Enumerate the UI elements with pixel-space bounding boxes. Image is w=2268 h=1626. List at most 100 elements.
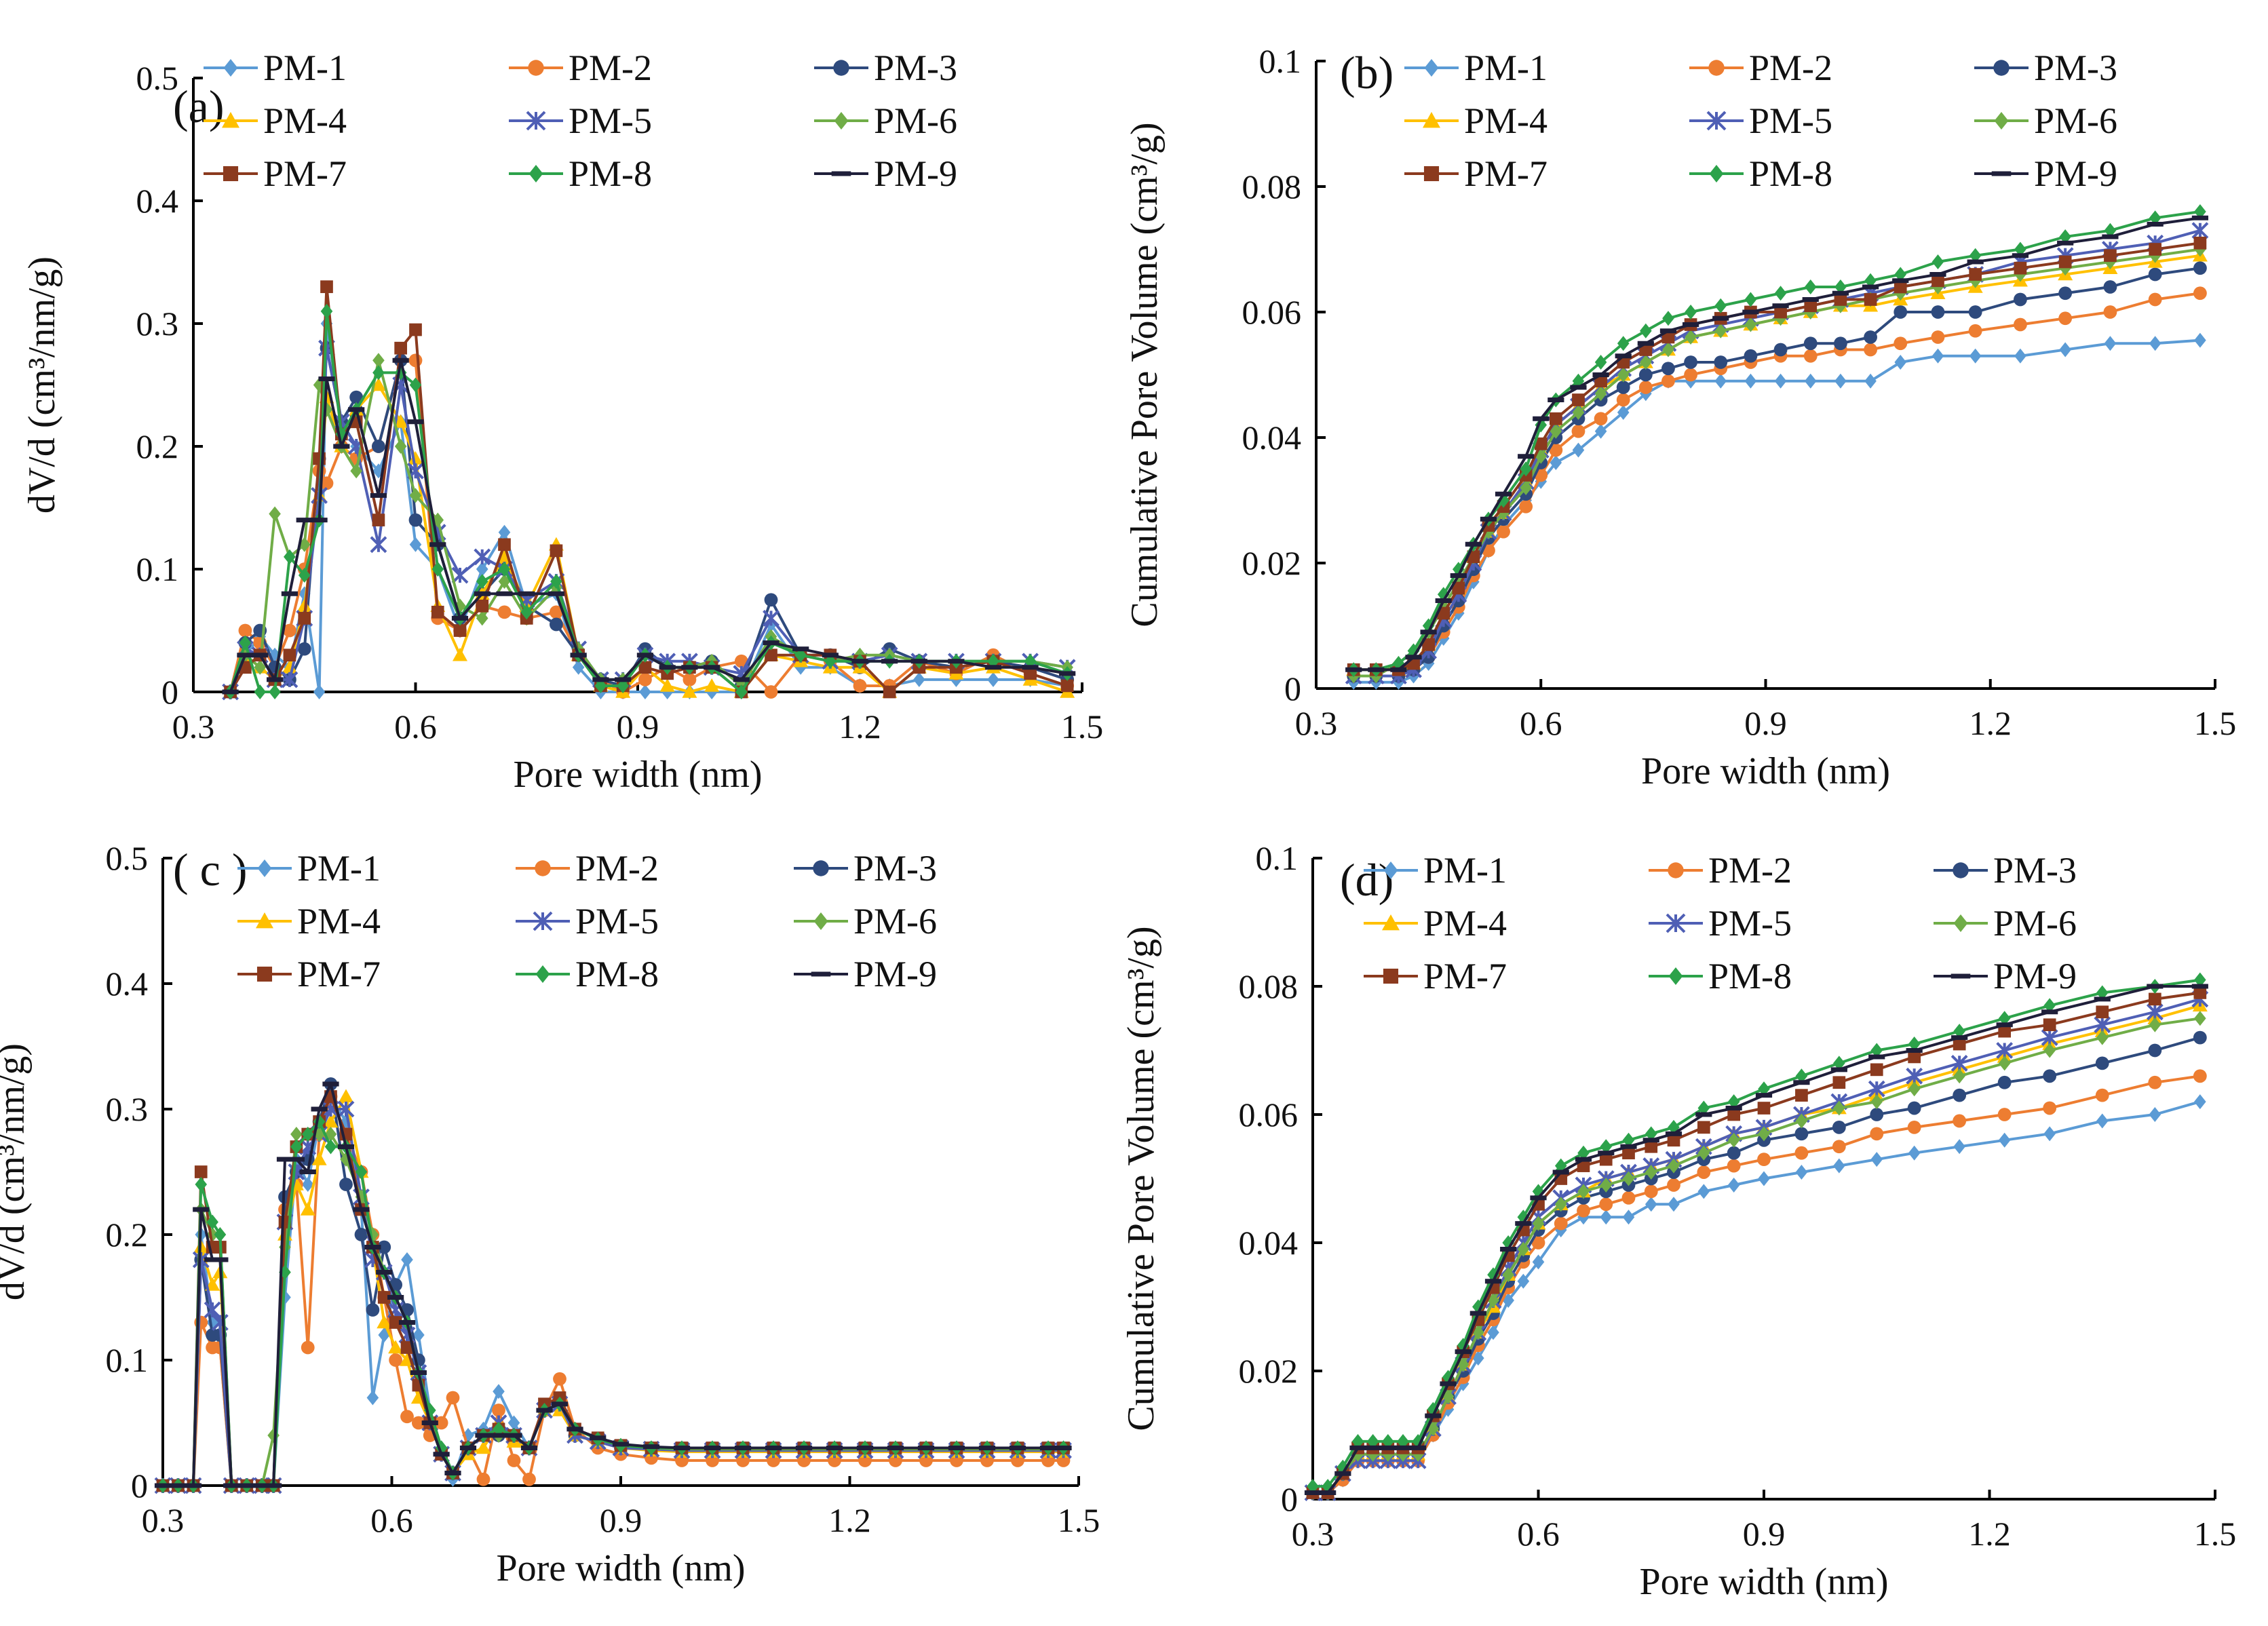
marker-pm-8-32 bbox=[2096, 985, 2109, 1001]
marker-pm-7-15 bbox=[476, 599, 489, 613]
legend-entry-pm-5: PM-5 bbox=[1689, 100, 1832, 141]
marker-pm-7-33 bbox=[2148, 992, 2161, 1006]
marker-pm-8-4 bbox=[284, 549, 296, 564]
marker-pm-3-12 bbox=[408, 513, 423, 527]
marker-pm-5-27 bbox=[1868, 1080, 1885, 1098]
marker-pm-8-12 bbox=[1487, 1267, 1499, 1283]
marker-pm-8-22 bbox=[1697, 1100, 1710, 1116]
marker-pm-1-17 bbox=[366, 1390, 379, 1406]
marker-pm-8-11 bbox=[290, 1139, 303, 1155]
marker-pm-1-25 bbox=[462, 1428, 474, 1443]
marker-pm-2-17 bbox=[1577, 1203, 1590, 1218]
marker-pm-2-22 bbox=[1697, 1165, 1711, 1179]
marker-pm-8-5 bbox=[1382, 1433, 1394, 1449]
marker-legend-pm-6-0 bbox=[813, 912, 828, 930]
marker-pm-2-30 bbox=[853, 679, 867, 693]
marker-pm-1-18 bbox=[1600, 1209, 1613, 1225]
marker-pm-8-14 bbox=[1517, 1209, 1530, 1225]
y-tick-label: 0.02 bbox=[1242, 544, 1302, 582]
y-tick-label: 0.5 bbox=[136, 59, 179, 97]
marker-pm-2-29 bbox=[1953, 1114, 1967, 1128]
marker-pm-8-24 bbox=[1864, 273, 1877, 288]
legend-label: PM-6 bbox=[874, 100, 957, 141]
marker-pm-5-33 bbox=[2146, 1003, 2164, 1021]
marker-legend-pm-7-0 bbox=[1383, 968, 1399, 984]
marker-pm-6-31 bbox=[2043, 1043, 2056, 1058]
marker-pm-8-10 bbox=[372, 365, 385, 381]
marker-pm-8-17 bbox=[1662, 311, 1674, 326]
marker-pm-3-29 bbox=[2058, 286, 2073, 301]
marker-pm-4-11 bbox=[393, 414, 408, 428]
marker-pm-3-9 bbox=[349, 390, 364, 404]
marker-pm-6-10 bbox=[1457, 1357, 1469, 1372]
legend-entry-pm-1: PM-1 bbox=[1404, 47, 1548, 88]
marker-pm-6-13 bbox=[1502, 1267, 1514, 1283]
marker-pm-1-32 bbox=[913, 672, 925, 687]
legend-label: PM-4 bbox=[297, 901, 381, 942]
marker-pm-8-0 bbox=[1307, 1479, 1319, 1494]
marker-pm-7-18 bbox=[1599, 1153, 1613, 1166]
marker-pm-6-34 bbox=[2194, 1011, 2206, 1026]
marker-legend-pm-2-0 bbox=[1708, 60, 1725, 76]
marker-pm-3-31 bbox=[2043, 1069, 2057, 1083]
marker-pm-2-7 bbox=[320, 476, 334, 490]
legend-entry-pm-9: PM-9 bbox=[1974, 153, 2117, 194]
series-markers-pm-9 bbox=[154, 1081, 1072, 1488]
marker-pm-8-14 bbox=[324, 1139, 337, 1155]
marker-pm-5-31 bbox=[2041, 1029, 2058, 1047]
marker-legend-pm-5-0 bbox=[526, 111, 546, 131]
marker-legend-pm-1-0 bbox=[1424, 59, 1439, 77]
marker-pm-1-12 bbox=[301, 1177, 314, 1192]
panel-label: (d) bbox=[1340, 854, 1394, 906]
marker-pm-6-21 bbox=[1668, 1158, 1680, 1174]
legend-entry-pm-2: PM-2 bbox=[516, 848, 659, 889]
marker-pm-6-32 bbox=[2096, 1030, 2109, 1045]
marker-pm-8-16 bbox=[355, 1164, 368, 1180]
marker-pm-3-16 bbox=[1638, 368, 1653, 382]
marker-pm-7-22 bbox=[638, 661, 652, 674]
y-tick-label: 0.3 bbox=[136, 305, 179, 343]
legend-label: PM-9 bbox=[874, 153, 957, 194]
marker-pm-3-17 bbox=[366, 1303, 380, 1317]
marker-pm-2-28 bbox=[2014, 317, 2027, 332]
marker-pm-7-27 bbox=[1870, 1063, 1883, 1077]
legend-entry-pm-2: PM-2 bbox=[509, 47, 652, 88]
marker-pm-2-12 bbox=[301, 1340, 315, 1355]
marker-pm-7-31 bbox=[2043, 1018, 2056, 1032]
marker-pm-8-1 bbox=[239, 635, 252, 651]
marker-pm-6-10 bbox=[1520, 480, 1532, 495]
marker-pm-6-24 bbox=[1758, 1126, 1770, 1142]
marker-pm-6-13 bbox=[431, 512, 444, 528]
legend-label: PM-1 bbox=[263, 47, 347, 88]
legend-entry-pm-4: PM-4 bbox=[1364, 903, 1507, 944]
marker-legend-pm-3-0 bbox=[833, 60, 849, 76]
marker-pm-1-28 bbox=[2014, 348, 2026, 364]
series-markers-pm-8 bbox=[1347, 204, 2206, 678]
marker-pm-4-23 bbox=[659, 678, 675, 692]
marker-legend-pm-6-0 bbox=[1953, 914, 1968, 932]
legend-label: PM-2 bbox=[1708, 850, 1792, 891]
marker-pm-5-4 bbox=[204, 1301, 221, 1319]
marker-pm-1-31 bbox=[2043, 1126, 2056, 1142]
marker-pm-6-29 bbox=[1953, 1068, 1965, 1084]
marker-pm-1-21 bbox=[1668, 1197, 1680, 1212]
legend-entry-pm-1: PM-1 bbox=[1364, 850, 1507, 891]
marker-pm-1-32 bbox=[2096, 1113, 2109, 1129]
marker-pm-8-22 bbox=[1804, 279, 1817, 294]
marker-pm-8-8 bbox=[1427, 1401, 1440, 1417]
marker-pm-6-15 bbox=[476, 611, 488, 626]
legend-label: PM-5 bbox=[575, 901, 659, 942]
legend-label: PM-8 bbox=[569, 153, 652, 194]
marker-legend-pm-7-0 bbox=[1423, 166, 1440, 182]
marker-pm-6-14 bbox=[454, 598, 466, 614]
marker-pm-8-17 bbox=[1577, 1145, 1590, 1161]
marker-pm-2-16 bbox=[497, 605, 512, 619]
marker-pm-1-20 bbox=[1744, 373, 1757, 389]
marker-pm-3-27 bbox=[1968, 305, 1982, 319]
legend-entry-pm-1: PM-1 bbox=[237, 848, 381, 889]
marker-pm-2-26 bbox=[1832, 1140, 1846, 1154]
legend-entry-pm-5: PM-5 bbox=[516, 901, 659, 942]
legend-label: PM-3 bbox=[853, 848, 937, 889]
marker-legend-pm-5-0 bbox=[533, 911, 553, 931]
